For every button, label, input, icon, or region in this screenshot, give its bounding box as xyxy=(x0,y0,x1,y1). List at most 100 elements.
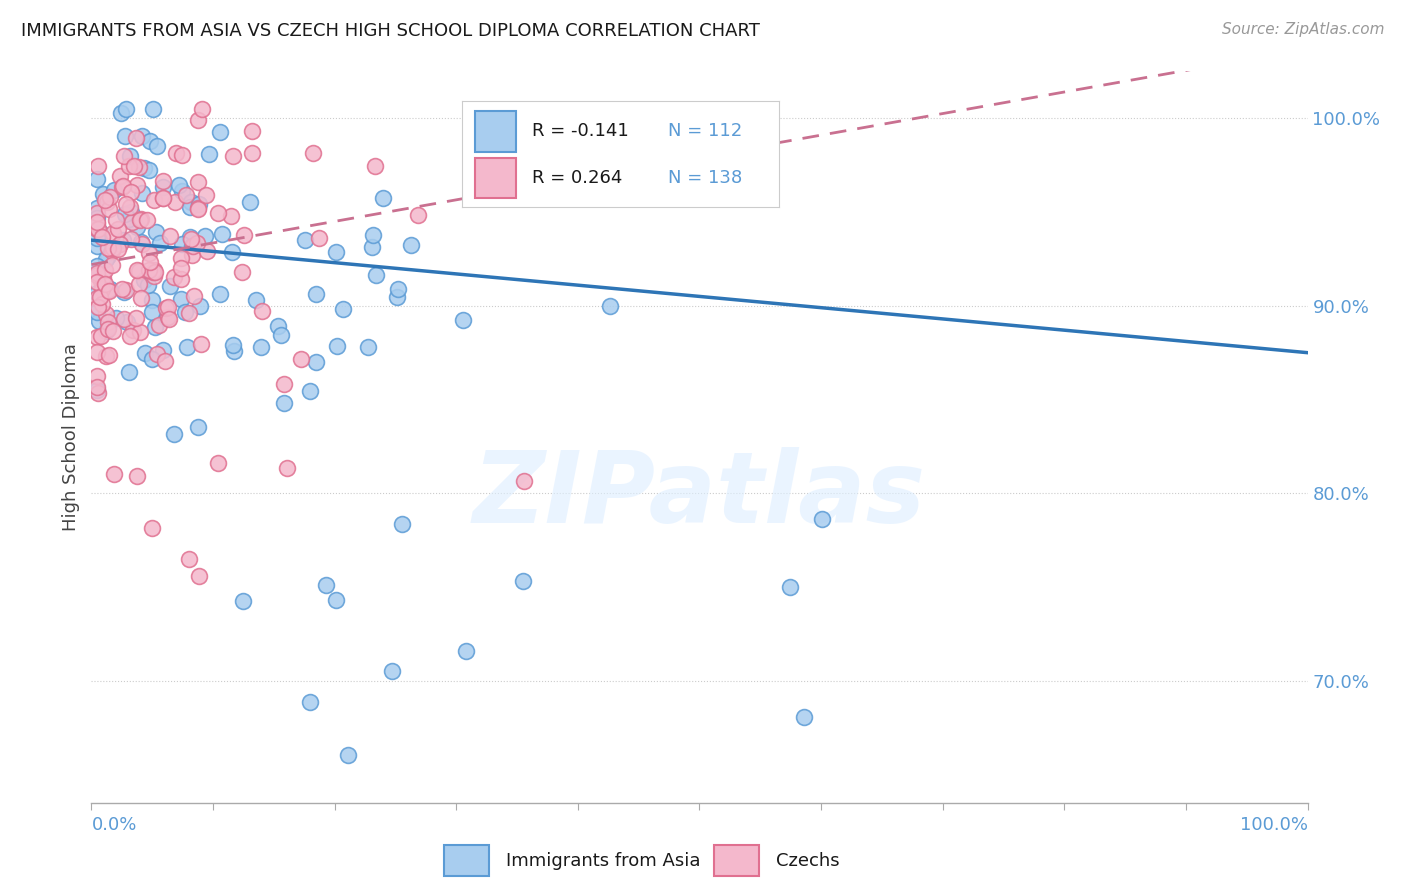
Point xyxy=(134,346,156,360)
Point xyxy=(107,221,129,235)
Point xyxy=(128,264,150,278)
Text: 0.0%: 0.0% xyxy=(91,816,136,834)
Point xyxy=(129,292,152,306)
Point xyxy=(245,293,267,307)
Point xyxy=(332,302,354,317)
Point xyxy=(115,102,138,116)
Point xyxy=(120,231,142,245)
Point xyxy=(299,384,322,399)
Point xyxy=(111,233,134,247)
Y-axis label: High School Diploma: High School Diploma xyxy=(62,343,80,531)
Point xyxy=(326,339,349,353)
Point xyxy=(454,644,477,658)
Text: Source: ZipAtlas.com: Source: ZipAtlas.com xyxy=(1222,22,1385,37)
Point xyxy=(97,249,120,263)
Point xyxy=(308,230,330,244)
Point xyxy=(86,259,108,273)
Point xyxy=(148,318,170,333)
Point xyxy=(86,285,108,300)
Point xyxy=(117,315,139,329)
Point xyxy=(172,148,194,162)
Point xyxy=(187,420,209,434)
Point xyxy=(159,229,181,244)
Point xyxy=(132,161,155,176)
Point xyxy=(98,202,121,216)
Point xyxy=(98,190,121,204)
Point xyxy=(240,124,263,138)
Point xyxy=(111,282,134,296)
Point xyxy=(86,291,108,305)
Point xyxy=(114,207,136,221)
Point xyxy=(176,187,198,202)
Point xyxy=(174,305,197,319)
Point xyxy=(267,319,290,334)
Point xyxy=(94,349,117,363)
Point xyxy=(179,306,201,320)
Point xyxy=(86,305,108,319)
Point xyxy=(451,313,474,327)
Point xyxy=(187,175,209,189)
Point xyxy=(180,194,202,209)
Point xyxy=(194,229,217,244)
Point xyxy=(101,324,124,338)
Point xyxy=(299,695,322,709)
Point xyxy=(86,329,108,343)
Point xyxy=(139,255,162,269)
Point xyxy=(170,185,193,199)
Point xyxy=(157,312,180,326)
Point xyxy=(131,129,153,144)
Point xyxy=(87,313,110,327)
Point xyxy=(325,245,347,260)
Point xyxy=(125,178,148,193)
Point xyxy=(406,208,429,222)
Point xyxy=(207,206,229,220)
Point xyxy=(165,145,187,160)
Point xyxy=(364,159,387,173)
Point xyxy=(325,592,347,607)
Point xyxy=(145,225,167,239)
Point xyxy=(170,237,193,252)
Point xyxy=(96,242,118,256)
Point xyxy=(87,300,110,314)
Point xyxy=(188,299,211,313)
Point xyxy=(94,324,117,338)
Point xyxy=(97,319,120,334)
Point xyxy=(87,159,110,173)
Point xyxy=(131,237,153,252)
Point xyxy=(155,311,177,326)
Point xyxy=(90,329,112,343)
Point xyxy=(141,520,163,534)
Point xyxy=(250,304,273,318)
Point xyxy=(304,355,326,369)
Point xyxy=(152,191,174,205)
Point xyxy=(97,322,120,336)
Point xyxy=(187,202,209,216)
Point xyxy=(118,159,141,173)
Point xyxy=(118,329,141,343)
Point xyxy=(118,200,141,214)
Point xyxy=(143,268,166,283)
Point xyxy=(163,427,186,442)
Point xyxy=(294,233,316,247)
Point xyxy=(93,275,115,289)
Point xyxy=(86,239,108,253)
Point xyxy=(129,326,152,340)
Text: N = 138: N = 138 xyxy=(668,169,742,187)
Point xyxy=(222,149,245,163)
Point xyxy=(115,197,138,211)
Point xyxy=(115,283,138,297)
Point xyxy=(186,235,208,250)
Point xyxy=(180,232,202,246)
Point xyxy=(86,221,108,235)
Point xyxy=(118,149,141,163)
Point xyxy=(170,261,193,276)
Point xyxy=(152,343,174,357)
Point xyxy=(146,139,169,153)
Point xyxy=(118,365,141,379)
Point xyxy=(273,396,295,410)
Text: N = 112: N = 112 xyxy=(668,122,742,140)
Point xyxy=(125,262,148,277)
Point xyxy=(142,262,165,277)
Point xyxy=(97,284,120,298)
Point xyxy=(107,243,129,257)
